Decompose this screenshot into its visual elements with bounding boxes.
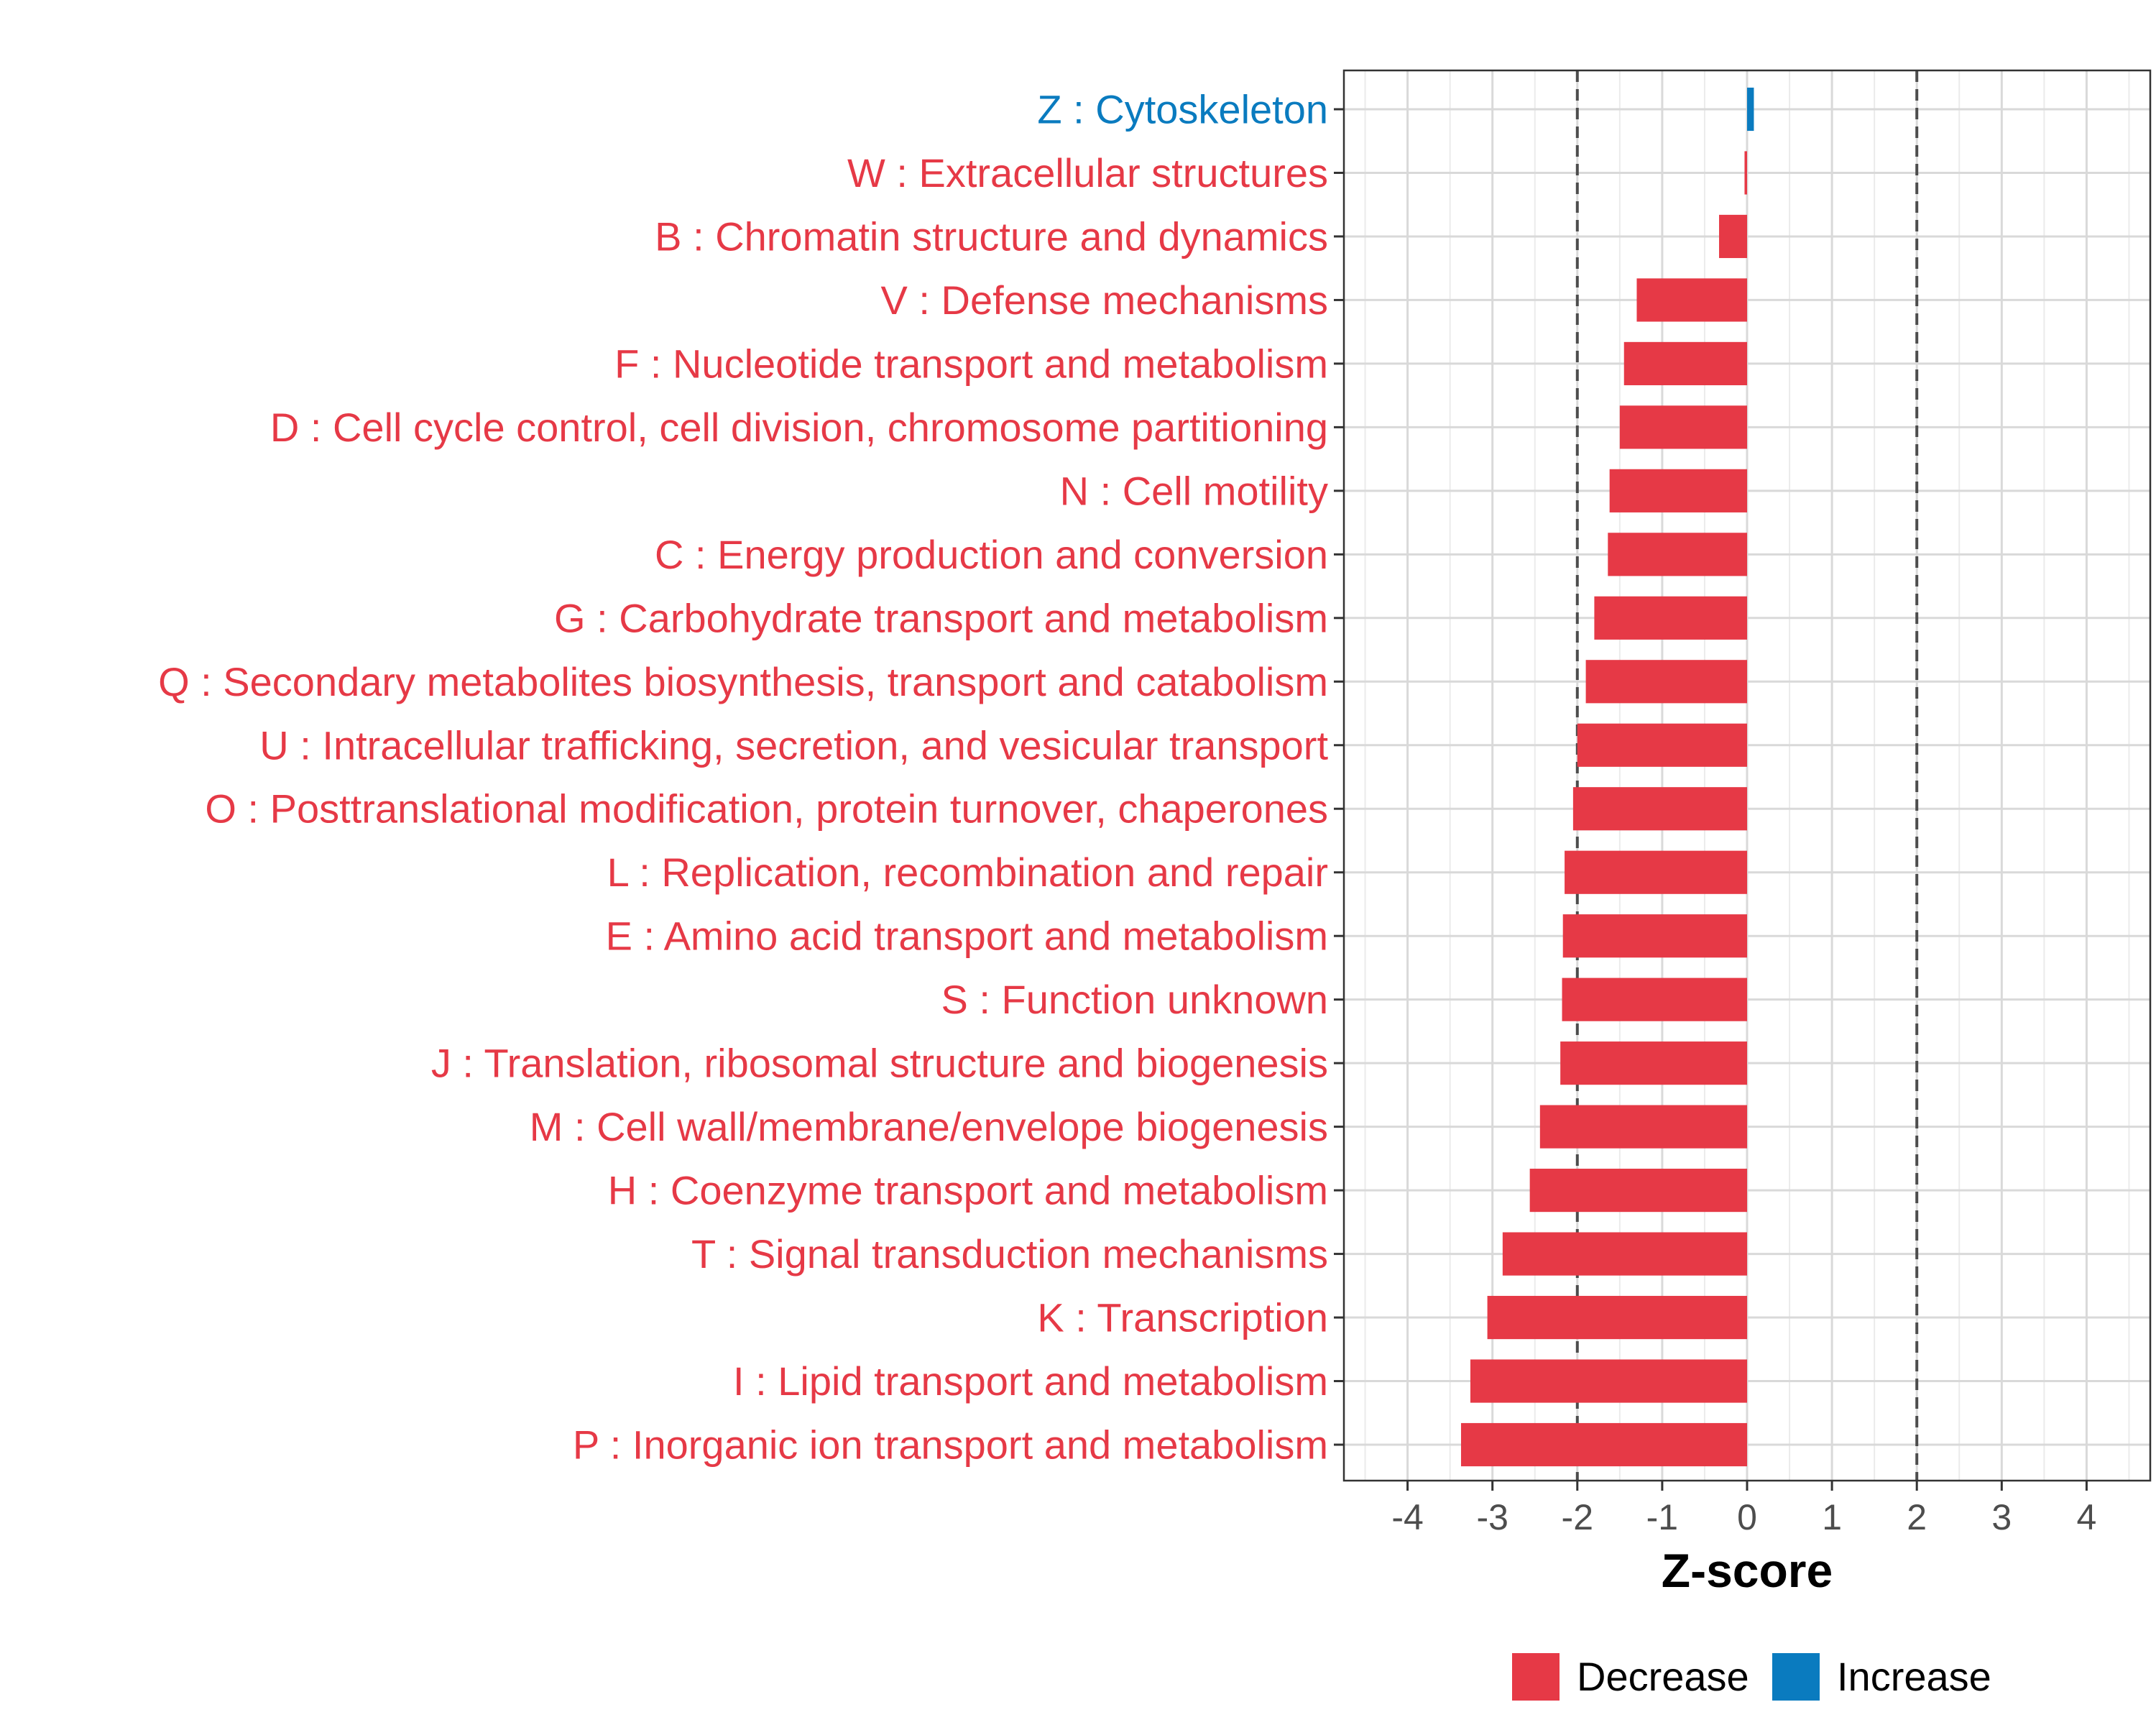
legend-key-increase (1772, 1653, 1820, 1701)
bar (1470, 1359, 1747, 1403)
category-label: L : Replication, recombination and repai… (607, 850, 1328, 895)
legend: Decrease Increase (1512, 1653, 1991, 1701)
category-label: H : Coenzyme transport and metabolism (608, 1168, 1328, 1213)
bar (1560, 1041, 1747, 1085)
category-label: Q : Secondary metabolites biosynthesis, … (158, 659, 1328, 704)
bar (1529, 1169, 1747, 1213)
y-axis-ticks: Z : Cytoskeleton W : Extracellular struct… (158, 87, 1344, 1468)
bar (1487, 1295, 1747, 1340)
category-label: N : Cell motility (1060, 468, 1328, 513)
x-tick-label: -1 (1646, 1497, 1678, 1537)
bar (1744, 151, 1747, 195)
category-label: F : Nucleotide transport and metabolism (614, 341, 1328, 386)
x-tick-label: 3 (1991, 1497, 2012, 1537)
category-label: T : Signal transduction mechanisms (691, 1231, 1328, 1276)
bar (1572, 787, 1747, 831)
category-label: B : Chromatin structure and dynamics (655, 213, 1328, 259)
bar (1562, 914, 1747, 958)
category-label: J : Translation, ribosomal structure and… (431, 1041, 1328, 1086)
category-label: V : Defense mechanisms (881, 277, 1328, 323)
category-label: G : Carbohydrate transport and metabolis… (554, 595, 1328, 640)
legend-label-decrease: Decrease (1577, 1654, 1749, 1699)
bar (1747, 87, 1754, 132)
bar (1565, 850, 1747, 894)
gridlines (1344, 70, 2150, 1481)
bar (1609, 469, 1747, 512)
x-axis-ticks: -4 -3 -2 -1 0 1 2 3 4 (1391, 1481, 2096, 1537)
x-tick-label: 1 (1822, 1497, 1842, 1537)
category-label: P : Inorganic ion transport and metaboli… (573, 1422, 1328, 1468)
category-label: S : Function unknown (941, 977, 1328, 1022)
x-tick-label: -2 (1562, 1497, 1593, 1537)
bar (1719, 214, 1747, 259)
category-label: D : Cell cycle control, cell division, c… (270, 405, 1328, 450)
bar (1502, 1232, 1747, 1276)
category-label: W : Extracellular structures (847, 150, 1328, 196)
bar (1594, 596, 1747, 640)
x-tick-label: -4 (1391, 1497, 1423, 1537)
x-tick-label: 4 (2077, 1497, 2097, 1537)
bar (1539, 1105, 1747, 1149)
legend-label-increase: Increase (1837, 1654, 1991, 1699)
bar (1619, 405, 1747, 449)
category-label: K : Transcription (1037, 1295, 1328, 1340)
category-label: U : Intracellular trafficking, secretion… (259, 722, 1328, 768)
bar (1577, 723, 1747, 767)
legend-key-decrease (1512, 1653, 1560, 1701)
bar (1608, 533, 1747, 576)
category-label: Z : Cytoskeleton (1037, 87, 1328, 132)
bar (1562, 978, 1747, 1021)
category-label: C : Energy production and conversion (655, 532, 1328, 577)
reference-lines (1575, 70, 1919, 1481)
x-tick-label: 2 (1907, 1497, 1927, 1537)
bar (1460, 1422, 1747, 1467)
bar (1585, 660, 1747, 704)
category-label: E : Amino acid transport and metabolism (606, 914, 1328, 959)
category-label: M : Cell wall/membrane/envelope biogenes… (530, 1104, 1328, 1149)
bars (1460, 87, 1754, 1467)
category-label: I : Lipid transport and metabolism (733, 1358, 1328, 1404)
bar (1623, 341, 1747, 385)
x-tick-label: 0 (1737, 1497, 1757, 1537)
category-label: O : Posttranslational modification, prot… (205, 786, 1328, 832)
x-tick-label: -3 (1476, 1497, 1508, 1537)
bar (1636, 278, 1747, 322)
x-axis-title: Z-score (1662, 1544, 1833, 1597)
